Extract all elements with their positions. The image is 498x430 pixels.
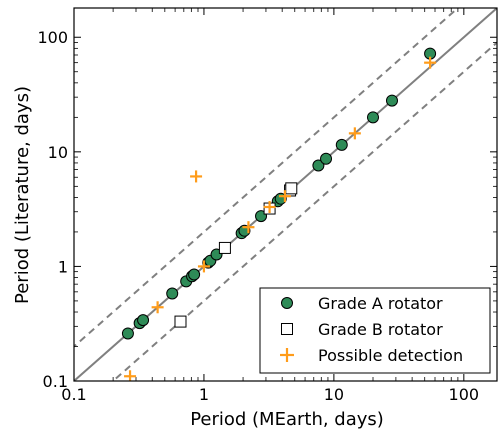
x-tick-label: 0.1	[61, 385, 86, 404]
grade-b-point	[218, 241, 231, 254]
reference-line-2	[74, 8, 460, 348]
grade-a-point	[335, 138, 348, 151]
x-tick-label: 10	[324, 385, 344, 404]
possible-detection-point	[424, 56, 437, 69]
legend-marker-grade-b	[281, 323, 293, 335]
x-tick-label: 1	[199, 385, 209, 404]
possible-detection-point	[190, 170, 203, 183]
possible-detection-point	[197, 260, 210, 273]
grade-a-point	[137, 314, 150, 327]
possible-detection-point	[278, 190, 291, 203]
y-axis-ticks: 0.1 1 10 100	[37, 28, 497, 391]
possible-detection-point	[242, 221, 255, 234]
grade-a-point	[320, 152, 333, 165]
grade-b-point	[174, 315, 187, 328]
legend-box	[259, 287, 491, 374]
grade-a-point	[188, 268, 201, 281]
x-axis-title: Period (MEarth, days)	[190, 409, 384, 430]
possible-detection-point	[124, 370, 137, 381]
grade-a-point	[367, 111, 380, 124]
possible-detection-point	[263, 201, 276, 214]
y-axis-title: Period (Literature, days)	[12, 86, 33, 304]
legend-marker-grade-a	[281, 297, 293, 309]
grade-a-point	[385, 94, 398, 107]
x-tick-label: 100	[449, 385, 480, 404]
grade-a-point	[166, 287, 179, 300]
y-tick-label: 1	[58, 257, 68, 276]
grade-a-point	[312, 159, 325, 172]
reference-line-3	[111, 41, 497, 381]
y-tick-label: 100	[37, 28, 68, 47]
legend-marker-possible	[280, 348, 294, 362]
y-tick-label: 0.1	[43, 372, 68, 391]
possible-detection-point	[151, 301, 164, 314]
legend-label-possible: Possible detection	[318, 346, 463, 365]
x-axis-ticks: 0.1 1 10 100	[61, 8, 479, 404]
legend: Grade A rotator Grade B rotator Possible…	[259, 287, 491, 374]
grade-b-point	[285, 182, 298, 195]
possible-detection-point	[348, 127, 361, 140]
plot-frame	[73, 7, 498, 382]
y-tick-label: 10	[48, 143, 68, 162]
grade-a-point	[121, 327, 134, 340]
data-points	[121, 47, 437, 381]
legend-label-grade-b: Grade B rotator	[318, 320, 443, 339]
legend-label-grade-a: Grade A rotator	[318, 294, 443, 313]
